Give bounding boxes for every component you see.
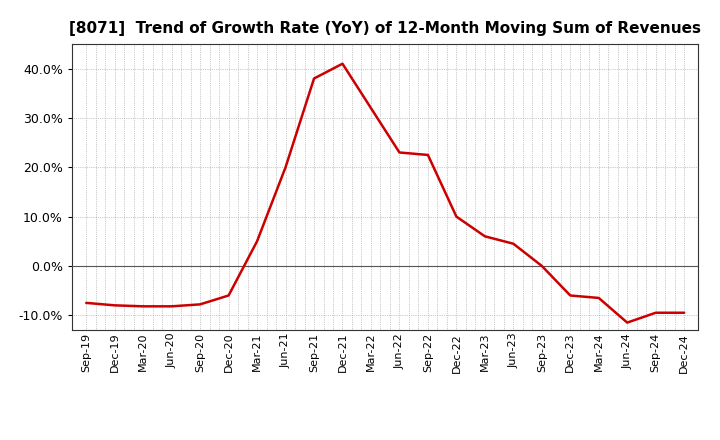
Title: [8071]  Trend of Growth Rate (YoY) of 12-Month Moving Sum of Revenues: [8071] Trend of Growth Rate (YoY) of 12-… [69, 21, 701, 36]
